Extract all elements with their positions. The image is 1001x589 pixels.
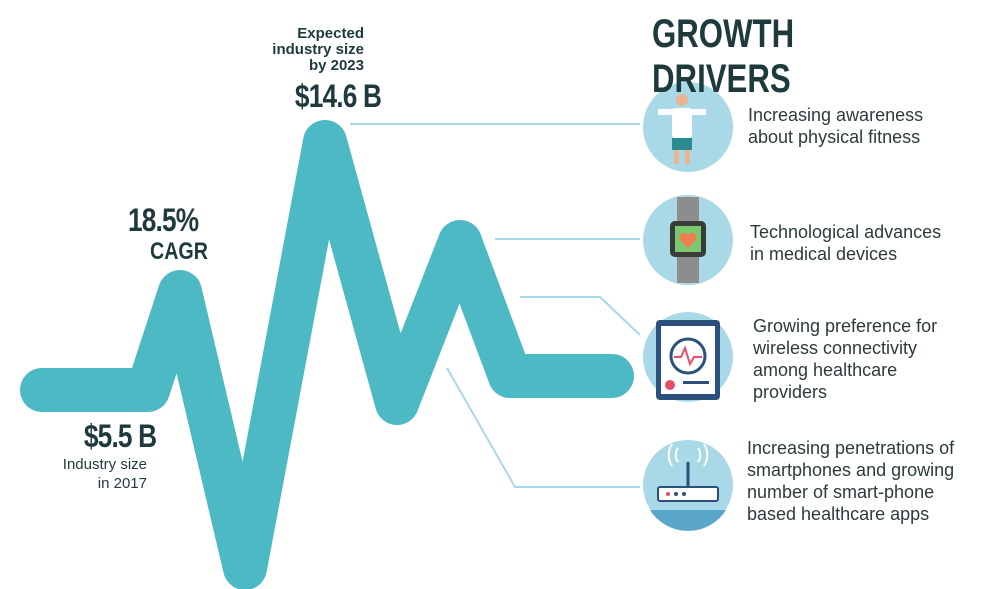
icon-tablet xyxy=(643,312,733,402)
label-line: industry size xyxy=(272,41,364,58)
driver-line: based healthcare apps xyxy=(747,504,930,524)
label-line: Industry size xyxy=(62,456,147,473)
driver-line: Growing preference for xyxy=(753,316,938,336)
forecast-value: $14.6 B xyxy=(294,78,382,114)
icon-router xyxy=(643,440,733,531)
driver-line: providers xyxy=(753,382,828,402)
heartbeat-line xyxy=(20,120,634,589)
driver-line: smartphones and growing xyxy=(747,460,955,480)
driver-line: about physical fitness xyxy=(748,127,921,147)
driver-line: Technological advances xyxy=(750,222,942,242)
connector xyxy=(446,367,640,488)
driver-text: Increasing awareness about physical fitn… xyxy=(748,104,923,148)
driver-text: Growing preference for wireless connecti… xyxy=(753,315,937,403)
connector xyxy=(520,296,641,336)
drivers-title: GROWTH DRIVERS xyxy=(652,12,795,101)
label-line: by 2023 xyxy=(308,57,364,74)
driver-line: number of smart-phone xyxy=(747,482,935,502)
cagr-label: CAGR xyxy=(150,238,208,265)
icon-watch xyxy=(643,195,733,285)
base-value: $5.5 B xyxy=(83,418,157,454)
cagr-value: 18.5% xyxy=(128,202,199,238)
icon-fitness xyxy=(643,82,733,172)
label-line: in 2017 xyxy=(97,475,147,492)
driver-text: Increasing penetrations of smartphones a… xyxy=(747,437,954,525)
label-line: Expected xyxy=(297,25,364,42)
driver-line: in medical devices xyxy=(750,244,898,264)
driver-text: Technological advances in medical device… xyxy=(750,221,941,265)
driver-line: among healthcare xyxy=(753,360,898,380)
driver-line: wireless connectivity xyxy=(753,338,918,358)
driver-line: Increasing penetrations of xyxy=(747,438,955,458)
base-label: Industry size in 2017 xyxy=(63,455,147,493)
connectors xyxy=(350,123,641,488)
forecast-label: Expected industry size by 2023 xyxy=(272,26,364,74)
driver-line: Increasing awareness xyxy=(748,105,924,125)
